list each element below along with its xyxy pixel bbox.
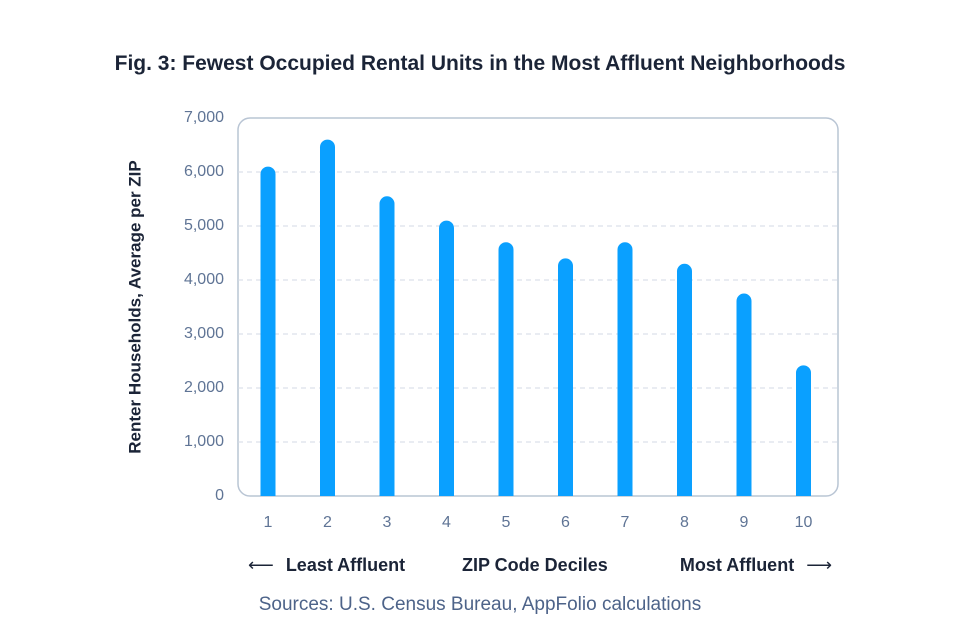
y-tick-label: 5,000 [184,217,224,234]
x-tick-label: 10 [795,514,813,531]
y-axis-label: Renter Households, Average per ZIP [125,160,144,453]
x-tick-label: 5 [502,514,511,531]
y-tick-label: 2,000 [184,379,224,396]
y-tick-label: 7,000 [184,109,224,126]
gridlines [238,171,838,443]
bar [379,196,395,496]
bar [796,365,811,496]
x-tick-label: 2 [323,514,332,531]
right-arrow-icon: ⟶ [806,555,832,575]
left-arrow-icon: ⟵ [248,555,274,575]
y-axis-ticks: 0 1,000 2,000 3,000 4,000 5,000 6,000 7,000 [184,109,224,504]
x-tick-label: 1 [264,514,273,531]
bar [558,258,573,496]
plot-frame [237,117,839,497]
bar [498,242,514,496]
x-tick-label: 4 [442,514,451,531]
x-tick-label: 6 [561,514,570,531]
source-note: Sources: U.S. Census Bureau, AppFolio ca… [258,594,702,615]
y-tick-label: 6,000 [184,163,224,180]
bar [439,220,454,496]
y-tick-label: 3,000 [184,325,224,342]
bar [617,242,633,496]
most-affluent-annotation: Most Affluent ⟶ [680,555,832,576]
bar [260,166,276,496]
x-axis-label: ZIP Code Deciles [462,555,608,575]
bar [677,263,692,496]
bar [320,139,335,496]
most-affluent-label: Most Affluent [679,555,795,575]
y-tick-label: 0 [215,487,224,504]
least-affluent-label: Least Affluent [285,555,406,575]
x-tick-label: 7 [621,514,630,531]
x-axis-ticks: 1 2 3 4 5 6 7 8 9 10 [264,514,813,531]
chart-title: Fig. 3: Fewest Occupied Rental Units in … [114,52,846,75]
y-tick-label: 4,000 [184,271,224,288]
y-tick-label: 1,000 [184,433,224,450]
x-axis-annotation-row: ⟵ Least Affluent ZIP Code Deciles Most A… [248,555,832,579]
bars [260,139,811,496]
x-tick-label: 3 [383,514,392,531]
least-affluent-annotation: ⟵ Least Affluent [248,555,405,576]
bar [736,293,752,496]
x-tick-label: 9 [740,514,749,531]
x-tick-label: 8 [680,514,689,531]
